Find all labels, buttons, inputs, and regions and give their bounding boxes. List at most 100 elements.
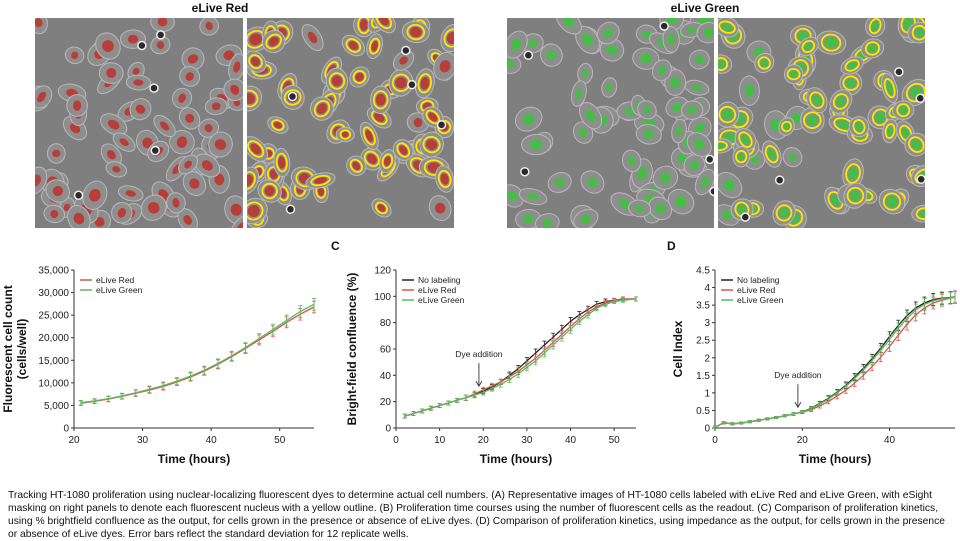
nucleus [911, 139, 922, 150]
cell [718, 101, 740, 128]
cell [435, 165, 454, 193]
nucleus [855, 121, 863, 132]
nucleus [579, 127, 587, 138]
cell [392, 139, 414, 161]
cell [783, 64, 804, 85]
nucleus-mask-outline [396, 142, 411, 158]
nucleus-mask-outline [422, 135, 441, 154]
nucleus [73, 100, 82, 111]
nucleus [718, 142, 725, 149]
nucleus-mask-outline [368, 37, 381, 55]
nucleus [204, 124, 213, 133]
nucleus [135, 104, 146, 114]
nucleus [737, 204, 747, 215]
nucleus-mask-outline [718, 140, 728, 152]
nucleus [189, 178, 200, 189]
cell [166, 192, 186, 214]
cell [178, 107, 201, 130]
x-tick-label: 0 [393, 435, 399, 446]
cell [257, 179, 282, 203]
cell [46, 143, 66, 164]
nucleus [428, 112, 438, 122]
nucleus [71, 51, 79, 60]
y-tick-label: 60 [380, 345, 392, 356]
nucleus [824, 36, 838, 49]
nucleus [722, 210, 733, 220]
nucleus-mask-outline [349, 158, 363, 173]
nucleus-mask-outline [339, 129, 352, 140]
rounded-cell [285, 204, 296, 215]
nucleus-mask-outline [313, 99, 331, 118]
nucleus-mask-outline [911, 24, 925, 41]
micrograph-green-brightfield [507, 18, 714, 228]
y-tick-label: 3.5 [696, 301, 710, 312]
nucleus [399, 56, 408, 65]
nucleus [703, 27, 714, 38]
nucleus [606, 83, 613, 92]
nucleus [585, 109, 596, 122]
nucleus [52, 149, 61, 158]
cell [688, 49, 710, 70]
nucleus [183, 215, 192, 225]
nucleus [251, 57, 260, 67]
nucleus-mask-outline [718, 20, 736, 34]
panel-label-c: C [331, 239, 340, 253]
nucleus [806, 114, 819, 126]
nucleus [410, 26, 422, 38]
nucleus [377, 204, 386, 212]
cell [622, 149, 642, 173]
micrograph-green-masked [718, 18, 925, 228]
cell [732, 145, 750, 168]
nucleus [142, 137, 153, 149]
series-line [404, 298, 636, 417]
rounded-cell [401, 45, 411, 56]
x-tick-label: 0 [712, 435, 718, 446]
elive-green-title: eLive Green [670, 1, 740, 15]
cell [440, 23, 454, 53]
nucleus-mask-outline [310, 174, 331, 187]
nucleus [147, 201, 160, 214]
cell [341, 34, 366, 57]
series-line [404, 298, 636, 417]
y-tick-label: 1.5 [696, 371, 710, 382]
cell [428, 195, 452, 222]
y-axis-label: Fluorescent cell count [1, 285, 15, 412]
cell [223, 78, 243, 102]
cell [848, 116, 870, 138]
cell [414, 68, 435, 99]
nucleus [117, 207, 126, 218]
cell [556, 18, 582, 35]
cell [117, 185, 144, 202]
cell [82, 180, 108, 210]
nucleus [233, 99, 241, 107]
rounded-cell [150, 145, 161, 156]
nucleus [160, 121, 170, 131]
nucleus [737, 152, 745, 161]
cell [35, 166, 48, 195]
series-line [404, 298, 637, 417]
nucleus [233, 61, 241, 73]
nucleus [106, 68, 117, 79]
cell [171, 87, 193, 109]
cell [95, 32, 121, 60]
nucleus [886, 81, 894, 95]
cell [521, 133, 552, 156]
nucleus-mask-outline [247, 89, 259, 108]
cell [247, 136, 269, 162]
nucleus [106, 150, 116, 160]
cell [754, 52, 775, 74]
nucleus-mask-outline [871, 108, 889, 127]
cell [892, 100, 915, 120]
nucleus [127, 34, 139, 44]
legend-label: eLive Red [418, 285, 457, 295]
legend-label: eLive Red [737, 285, 776, 295]
rounded-cell [520, 166, 530, 177]
cell [734, 128, 757, 152]
rounded-cell [774, 175, 785, 185]
nucleus-mask-outline [735, 149, 748, 164]
rounded-cell [149, 83, 159, 93]
nucleus-mask-outline [882, 192, 902, 211]
micrograph-red-brightfield [35, 18, 243, 228]
cell [628, 199, 652, 218]
cell [911, 204, 925, 223]
